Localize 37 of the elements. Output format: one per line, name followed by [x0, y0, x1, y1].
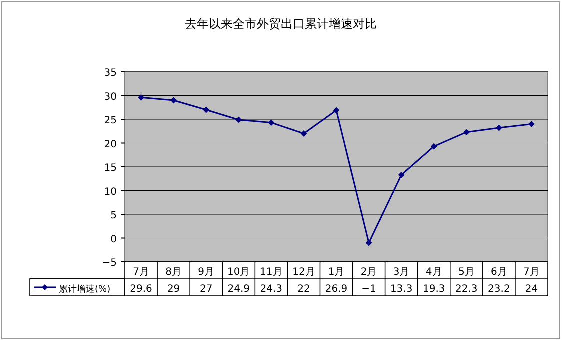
legend-label: 累计增速(%) — [59, 285, 111, 295]
ytick: 20 — [104, 139, 117, 150]
xtick: 10月 — [228, 267, 250, 278]
data-label: 27 — [200, 284, 213, 295]
data-label: 13.3 — [390, 284, 413, 295]
xtick: 7月 — [524, 267, 540, 278]
data-label: 24.3 — [260, 284, 283, 295]
ytick: −5 — [102, 258, 117, 269]
xtick: 4月 — [426, 267, 442, 278]
xtick: 3月 — [393, 267, 410, 278]
data-label: 22.3 — [456, 284, 478, 295]
ytick: 0 — [110, 234, 117, 246]
data-label: 22 — [298, 284, 310, 295]
xtick: 9月 — [198, 267, 215, 278]
ytick: 5 — [110, 210, 117, 222]
xtick: 1月 — [328, 267, 345, 278]
xtick: 7月 — [133, 267, 150, 278]
title: 去年以来全市外贸出口累计增速对比 — [185, 17, 377, 31]
xtick: 5月 — [458, 267, 475, 278]
data-label: 29 — [167, 284, 180, 295]
xtick: 8月 — [166, 267, 182, 278]
ytick: 25 — [104, 116, 117, 126]
xtick: 2月 — [360, 267, 378, 278]
data-label: 26.9 — [325, 284, 348, 295]
data-label: −1 — [362, 284, 376, 295]
ytick: 15 — [104, 163, 117, 174]
data-label: 23.2 — [488, 284, 510, 295]
data-label: 24.9 — [228, 284, 250, 295]
ytick: 10 — [104, 186, 117, 198]
xtick: 6月 — [491, 267, 508, 278]
ytick: 35 — [104, 68, 117, 79]
ytick: 30 — [104, 92, 117, 103]
data-label: 29.6 — [130, 284, 152, 295]
xtick: 12月 — [292, 267, 316, 278]
data-label: 24 — [525, 284, 538, 295]
xtick: 11月 — [260, 267, 283, 278]
data-label: 19.3 — [422, 284, 446, 295]
